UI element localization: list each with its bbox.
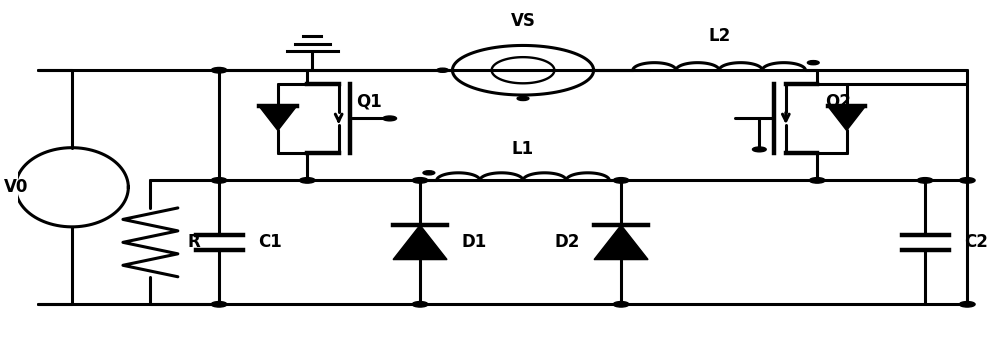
Circle shape	[423, 171, 435, 175]
Circle shape	[613, 178, 629, 183]
Polygon shape	[594, 225, 648, 260]
Circle shape	[917, 178, 933, 183]
Text: D2: D2	[555, 233, 580, 251]
Circle shape	[211, 178, 227, 183]
Circle shape	[752, 147, 766, 152]
Polygon shape	[259, 107, 297, 130]
Text: C2: C2	[964, 233, 988, 251]
Circle shape	[613, 302, 629, 307]
Circle shape	[437, 68, 448, 72]
Circle shape	[807, 61, 819, 65]
Text: C1: C1	[258, 233, 282, 251]
Circle shape	[299, 178, 315, 183]
Text: L1: L1	[512, 141, 534, 158]
Circle shape	[959, 178, 975, 183]
Circle shape	[211, 67, 227, 73]
Circle shape	[412, 302, 428, 307]
Text: Q2: Q2	[825, 92, 851, 110]
Circle shape	[809, 178, 825, 183]
Text: R: R	[188, 233, 200, 251]
Text: L2: L2	[708, 27, 730, 45]
Circle shape	[517, 96, 529, 101]
Polygon shape	[828, 107, 865, 130]
Text: Q1: Q1	[356, 92, 382, 110]
Text: V0: V0	[3, 178, 28, 196]
Circle shape	[211, 302, 227, 307]
Circle shape	[412, 178, 428, 183]
Circle shape	[0, 162, 6, 165]
Text: VS: VS	[511, 12, 535, 30]
Polygon shape	[393, 225, 447, 260]
Circle shape	[383, 116, 397, 121]
Text: D1: D1	[461, 233, 486, 251]
Circle shape	[959, 302, 975, 307]
